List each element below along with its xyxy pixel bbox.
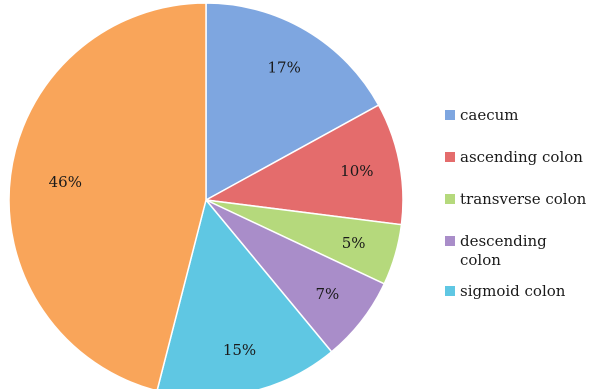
data-label: 17%: [268, 59, 301, 77]
legend-label: descending: [460, 232, 547, 250]
pie-slice-sigmoid-colon: [156, 198, 333, 389]
data-label: 10%: [340, 162, 373, 180]
legend-swatch: [445, 286, 455, 296]
data-label: 7%: [316, 285, 340, 303]
legend-swatch: [445, 110, 455, 120]
legend-entry: caecum: [445, 106, 519, 124]
legend-label: ascending colon: [460, 148, 583, 166]
data-label: 46%: [49, 173, 82, 191]
legend-entry: ascending colon: [445, 148, 583, 166]
pie-slice-caecum: [205, 2, 380, 202]
legend-entry: transverse colon: [445, 190, 587, 208]
data-label: 15%: [223, 341, 256, 359]
pie-slice-ascending-colon: [203, 104, 404, 226]
pie-data-labels: 17% 10% 5% 7% 15% 46%: [49, 59, 374, 359]
data-label: 5%: [342, 234, 366, 252]
legend-label: colon: [460, 251, 501, 269]
legend-label: transverse colon: [460, 190, 587, 208]
legend-swatch: [445, 194, 455, 204]
legend-label: sigmoid colon: [460, 282, 566, 300]
pie-slice-other: [8, 2, 207, 389]
legend-entry: sigmoid colon: [445, 282, 566, 300]
legend-label: caecum: [460, 106, 519, 124]
legend: caecum ascending colon transverse colon des…: [445, 106, 587, 300]
pie-slices: [8, 2, 404, 389]
legend-swatch: [445, 236, 455, 246]
legend-swatch: [445, 152, 455, 162]
